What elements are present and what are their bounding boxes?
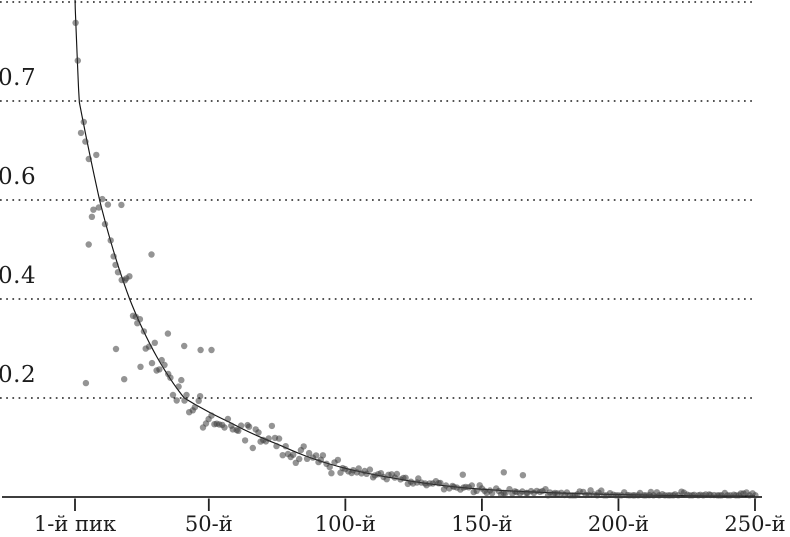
x-tick-label-250: 250-й: [724, 512, 786, 536]
y-tick-label-0.6: 0.6: [0, 164, 37, 190]
gridlines: [0, 1, 755, 399]
x-tick-label-1: 1-й пик: [33, 512, 117, 536]
scatter-points: [72, 19, 759, 499]
x-tick-label-50: 50-й: [184, 512, 233, 536]
fit-curve: [74, 0, 755, 497]
outlier-points: [82, 201, 527, 479]
y-tick-label-0.4: 0.4: [0, 263, 37, 289]
x-tick-label-200: 200-й: [587, 512, 650, 536]
x-tick-label-100: 100-й: [314, 512, 376, 536]
y-tick-label-0.2: 0.2: [0, 362, 37, 388]
x-tick-label-150: 150-й: [451, 512, 513, 536]
y-tick-label-0.7: 0.7: [0, 65, 37, 91]
x-axis: [2, 496, 762, 511]
